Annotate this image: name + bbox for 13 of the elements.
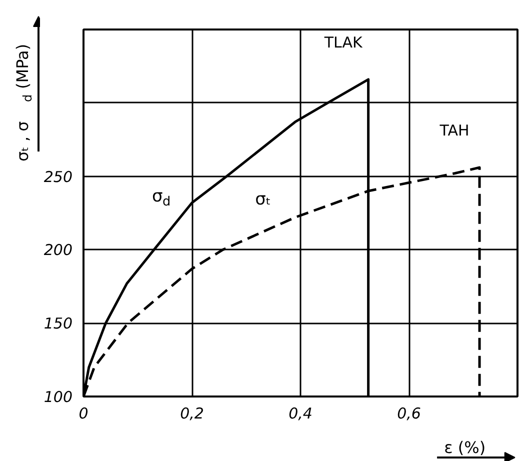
annotation: TLAK <box>323 33 364 52</box>
y-tick-label: 200 <box>44 241 73 260</box>
x-tick-label: 0,4 <box>288 404 312 422</box>
y-tick-label: 100 <box>44 388 73 406</box>
annotation: TAH <box>438 121 470 140</box>
y-tick-label: 150 <box>44 314 73 333</box>
y-tick-label: 250 <box>44 168 73 186</box>
x-axis-title: ε (%) <box>444 438 486 457</box>
series-label: σₜ <box>255 189 271 210</box>
text: σₜ , σd (MPa) <box>13 44 34 162</box>
x-tick-label: 0,2 <box>180 404 204 422</box>
x-tick-label: 0,6 <box>397 404 421 422</box>
x-tick-label: 0 <box>78 404 88 422</box>
